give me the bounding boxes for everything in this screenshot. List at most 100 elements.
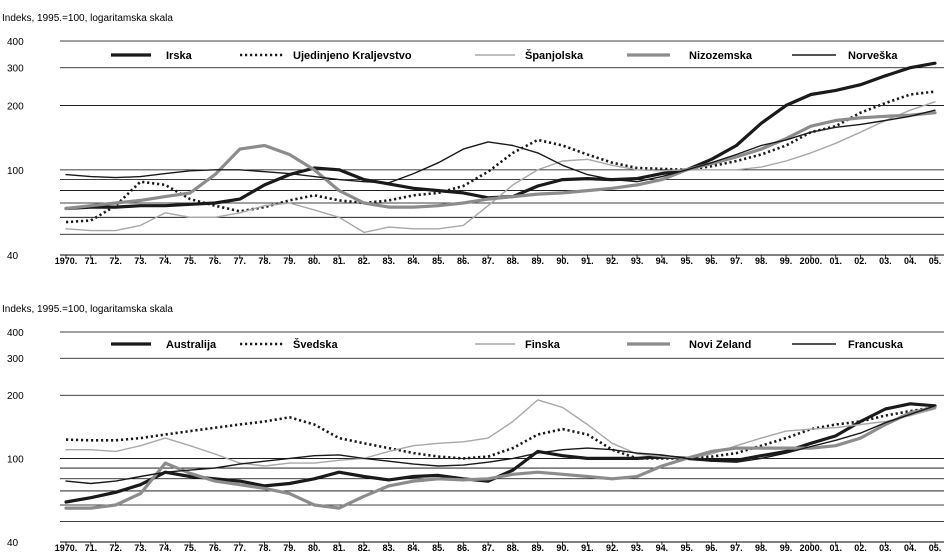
y-tick-label: 400 [7, 37, 24, 48]
series-line-2-5 [65, 405, 936, 485]
x-tick-label: 88. [507, 256, 520, 266]
x-tick-label: 97. [730, 543, 743, 553]
x-tick-label: 83. [383, 256, 396, 266]
y-tick-label: 200 [7, 101, 24, 112]
x-tick-label: 97. [730, 256, 743, 266]
x-tick-label: 90. [556, 256, 569, 266]
x-tick-label: 84. [407, 543, 420, 553]
x-tick-label: 77. [234, 543, 247, 553]
series-line-1-5 [65, 109, 936, 184]
x-tick-label: 91. [581, 256, 594, 266]
x-tick-label: 93. [631, 256, 644, 266]
x-tick-label: 85. [432, 256, 445, 266]
x-tick-label: 73. [134, 256, 147, 266]
x-tick-label: 80. [308, 256, 321, 266]
chart-subtitle: Indeks, 1995.=100, logaritamska skala [2, 13, 173, 24]
x-tick-label: 94. [656, 543, 669, 553]
y-tick-label: 300 [7, 64, 24, 75]
x-tick-label: 74. [159, 543, 172, 553]
x-tick-label: 81. [333, 256, 346, 266]
x-tick-label: 01. [829, 256, 842, 266]
x-tick-label: 92. [606, 256, 619, 266]
x-tick-label: 71. [85, 256, 98, 266]
x-tick-label: 77. [234, 256, 247, 266]
x-tick-label: 75. [184, 543, 197, 553]
x-tick-label: 98. [755, 256, 768, 266]
legend-label: Francuska [848, 339, 904, 351]
x-tick-label: 82. [358, 256, 371, 266]
x-tick-label: 98. [755, 543, 768, 553]
y-tick-label: 40 [7, 251, 19, 262]
x-tick-label: 76. [209, 256, 222, 266]
x-tick-label: 95. [680, 543, 693, 553]
y-tick-label: 400 [7, 328, 24, 339]
x-tick-label: 84. [407, 256, 420, 266]
x-tick-label: 74. [159, 256, 172, 266]
x-tick-label: 78. [258, 256, 271, 266]
x-tick-label: 71. [85, 543, 98, 553]
legend-label: Ujedinjeno Kraljevstvo [293, 50, 412, 62]
x-tick-label: 79. [283, 256, 296, 266]
x-tick-label: 92. [606, 543, 619, 553]
y-tick-label: 100 [7, 454, 24, 465]
series-line-2-3 [65, 399, 936, 467]
x-tick-label: 94. [656, 256, 669, 266]
x-tick-label: 72. [109, 543, 122, 553]
legend-label: Nizozemska [689, 50, 753, 62]
x-tick-label: 2000. [800, 543, 823, 553]
x-tick-label: 02. [854, 543, 867, 553]
x-tick-label: 96. [705, 543, 718, 553]
x-tick-label: 78. [258, 543, 271, 553]
series-line-1-3 [65, 101, 936, 234]
legend-label: Finska [525, 339, 561, 351]
x-tick-label: 90. [556, 543, 569, 553]
legend-label: Švedska [293, 338, 339, 351]
x-tick-label: 1970. [55, 256, 78, 266]
x-tick-label: 05. [929, 543, 942, 553]
x-tick-label: 88. [507, 543, 520, 553]
x-tick-label: 93. [631, 543, 644, 553]
legend-label: Norveška [848, 50, 898, 62]
series-line-1-4 [64, 111, 937, 211]
x-tick-label: 05. [929, 256, 942, 266]
x-tick-label: 89. [532, 256, 545, 266]
series-line-2-4 [64, 405, 937, 510]
x-tick-label: 99. [780, 543, 793, 553]
x-tick-label: 2000. [800, 256, 823, 266]
y-tick-label: 100 [7, 166, 24, 177]
x-tick-label: 86. [457, 256, 470, 266]
chart-subtitle: Indeks, 1995.=100, logaritamska skala [2, 304, 173, 315]
x-tick-label: 87. [482, 256, 495, 266]
series-line-2-2 [65, 406, 936, 460]
legend-label: Irska [166, 50, 193, 62]
x-tick-label: 83. [383, 543, 396, 553]
x-tick-label: 04. [904, 256, 917, 266]
x-tick-label: 89. [532, 543, 545, 553]
x-tick-label: 96. [705, 256, 718, 266]
y-tick-label: 300 [7, 354, 24, 365]
x-tick-label: 79. [283, 543, 296, 553]
series-line-2-1 [64, 402, 937, 504]
x-tick-label: 86. [457, 543, 470, 553]
legend-label: Australija [166, 339, 217, 351]
x-tick-label: 82. [358, 543, 371, 553]
x-tick-label: 99. [780, 256, 793, 266]
legend-label: Novi Zeland [689, 339, 751, 351]
x-tick-label: 85. [432, 543, 445, 553]
x-tick-label: 03. [879, 543, 892, 553]
y-tick-label: 40 [7, 538, 19, 549]
x-tick-label: 01. [829, 543, 842, 553]
x-tick-label: 03. [879, 256, 892, 266]
x-tick-label: 75. [184, 256, 197, 266]
x-tick-label: 87. [482, 543, 495, 553]
x-tick-label: 72. [109, 256, 122, 266]
x-tick-label: 95. [680, 256, 693, 266]
legend-label: Španjolska [525, 49, 584, 62]
x-tick-label: 91. [581, 543, 594, 553]
x-tick-label: 81. [333, 543, 346, 553]
x-tick-label: 04. [904, 543, 917, 553]
x-tick-label: 76. [209, 543, 222, 553]
x-tick-label: 80. [308, 543, 321, 553]
y-tick-label: 200 [7, 391, 24, 402]
